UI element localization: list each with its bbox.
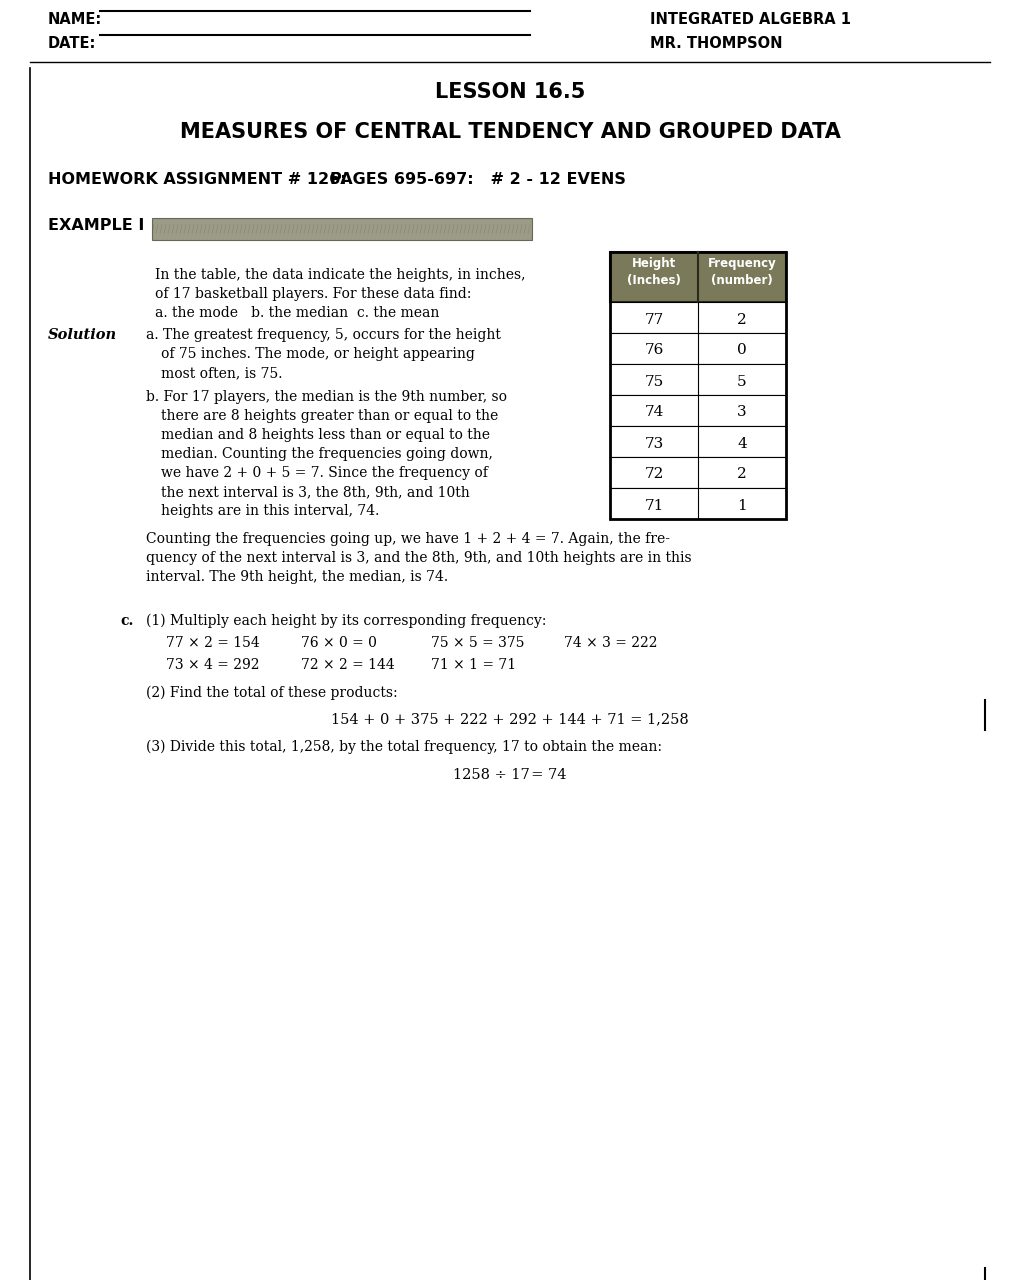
Bar bbox=[609, 396, 786, 426]
Bar bbox=[609, 364, 786, 396]
Bar bbox=[609, 426, 786, 457]
Text: Height
(Inches): Height (Inches) bbox=[627, 257, 681, 287]
Text: EXAMPLE I: EXAMPLE I bbox=[48, 218, 145, 233]
Text: median and 8 heights less than or equal to the: median and 8 heights less than or equal … bbox=[161, 428, 489, 442]
Text: b. For 17 players, the median is the 9th number, so: b. For 17 players, the median is the 9th… bbox=[146, 390, 506, 404]
Text: 75 × 5 = 375: 75 × 5 = 375 bbox=[431, 636, 524, 650]
Text: 1: 1 bbox=[737, 498, 746, 512]
Text: 76: 76 bbox=[644, 343, 663, 357]
Text: 71 × 1 = 71: 71 × 1 = 71 bbox=[431, 658, 516, 672]
Text: NAME:: NAME: bbox=[48, 12, 102, 27]
Text: a. the mode   b. the median  c. the mean: a. the mode b. the median c. the mean bbox=[155, 306, 439, 320]
Text: 74: 74 bbox=[644, 406, 663, 420]
Text: PAGES 695-697:   # 2 - 12 EVENS: PAGES 695-697: # 2 - 12 EVENS bbox=[330, 172, 626, 187]
Text: most often, is 75.: most often, is 75. bbox=[161, 366, 282, 380]
Text: 4: 4 bbox=[737, 436, 746, 451]
Text: 2: 2 bbox=[737, 467, 746, 481]
Bar bbox=[609, 302, 786, 333]
Text: 72 × 2 = 144: 72 × 2 = 144 bbox=[301, 658, 394, 672]
Text: interval. The 9th height, the median, is 74.: interval. The 9th height, the median, is… bbox=[146, 570, 447, 584]
Text: 71: 71 bbox=[644, 498, 663, 512]
Text: 77: 77 bbox=[644, 312, 663, 326]
Text: 3: 3 bbox=[737, 406, 746, 420]
Bar bbox=[609, 457, 786, 488]
Text: 77 × 2 = 154: 77 × 2 = 154 bbox=[166, 636, 260, 650]
Text: 0: 0 bbox=[737, 343, 746, 357]
Text: 72: 72 bbox=[644, 467, 663, 481]
Text: 73: 73 bbox=[644, 436, 663, 451]
Text: 74 × 3 = 222: 74 × 3 = 222 bbox=[564, 636, 657, 650]
Text: In the table, the data indicate the heights, in inches,: In the table, the data indicate the heig… bbox=[155, 268, 525, 282]
Bar bbox=[152, 218, 532, 241]
Bar bbox=[609, 488, 786, 518]
Bar bbox=[609, 333, 786, 364]
Text: we have 2 + 0 + 5 = 7. Since the frequency of: we have 2 + 0 + 5 = 7. Since the frequen… bbox=[161, 466, 487, 480]
Text: quency of the next interval is 3, and the 8th, 9th, and 10th heights are in this: quency of the next interval is 3, and th… bbox=[146, 550, 691, 564]
Text: of 75 inches. The mode, or height appearing: of 75 inches. The mode, or height appear… bbox=[161, 347, 475, 361]
Text: 75: 75 bbox=[644, 375, 663, 389]
Text: Solution: Solution bbox=[48, 328, 117, 342]
Text: a. The greatest frequency, 5, occurs for the height: a. The greatest frequency, 5, occurs for… bbox=[146, 328, 500, 342]
Text: Counting the frequencies going up, we have 1 + 2 + 4 = 7. Again, the fre-: Counting the frequencies going up, we ha… bbox=[146, 532, 669, 547]
Text: 1258 ÷ 17 = 74: 1258 ÷ 17 = 74 bbox=[452, 768, 567, 782]
Text: LESSON 16.5: LESSON 16.5 bbox=[434, 82, 585, 102]
Text: 154 + 0 + 375 + 222 + 292 + 144 + 71 = 1,258: 154 + 0 + 375 + 222 + 292 + 144 + 71 = 1… bbox=[331, 712, 688, 726]
Text: (2) Find the total of these products:: (2) Find the total of these products: bbox=[146, 686, 397, 700]
Text: INTEGRATED ALGEBRA 1: INTEGRATED ALGEBRA 1 bbox=[649, 12, 850, 27]
Text: heights are in this interval, 74.: heights are in this interval, 74. bbox=[161, 504, 379, 518]
Text: MEASURES OF CENTRAL TENDENCY AND GROUPED DATA: MEASURES OF CENTRAL TENDENCY AND GROUPED… bbox=[179, 122, 840, 142]
Text: DATE:: DATE: bbox=[48, 36, 96, 51]
Text: (1) Multiply each height by its corresponding frequency:: (1) Multiply each height by its correspo… bbox=[146, 614, 546, 628]
Bar bbox=[609, 252, 786, 518]
Text: HOMEWORK ASSIGNMENT # 126:: HOMEWORK ASSIGNMENT # 126: bbox=[48, 172, 346, 187]
Bar bbox=[609, 252, 786, 302]
Text: of 17 basketball players. For these data find:: of 17 basketball players. For these data… bbox=[155, 287, 471, 301]
Text: (3) Divide this total, 1,258, by the total frequency, 17 to obtain the mean:: (3) Divide this total, 1,258, by the tot… bbox=[146, 740, 661, 754]
Text: 2: 2 bbox=[737, 312, 746, 326]
Text: there are 8 heights greater than or equal to the: there are 8 heights greater than or equa… bbox=[161, 410, 497, 422]
Text: 5: 5 bbox=[737, 375, 746, 389]
Text: MR. THOMPSON: MR. THOMPSON bbox=[649, 36, 782, 51]
Text: the next interval is 3, the 8th, 9th, and 10th: the next interval is 3, the 8th, 9th, an… bbox=[161, 485, 470, 499]
Text: 76 × 0 = 0: 76 × 0 = 0 bbox=[301, 636, 376, 650]
Text: 73 × 4 = 292: 73 × 4 = 292 bbox=[166, 658, 259, 672]
Text: Frequency
(number): Frequency (number) bbox=[707, 257, 775, 287]
Text: median. Counting the frequencies going down,: median. Counting the frequencies going d… bbox=[161, 447, 492, 461]
Text: c.: c. bbox=[120, 614, 133, 628]
